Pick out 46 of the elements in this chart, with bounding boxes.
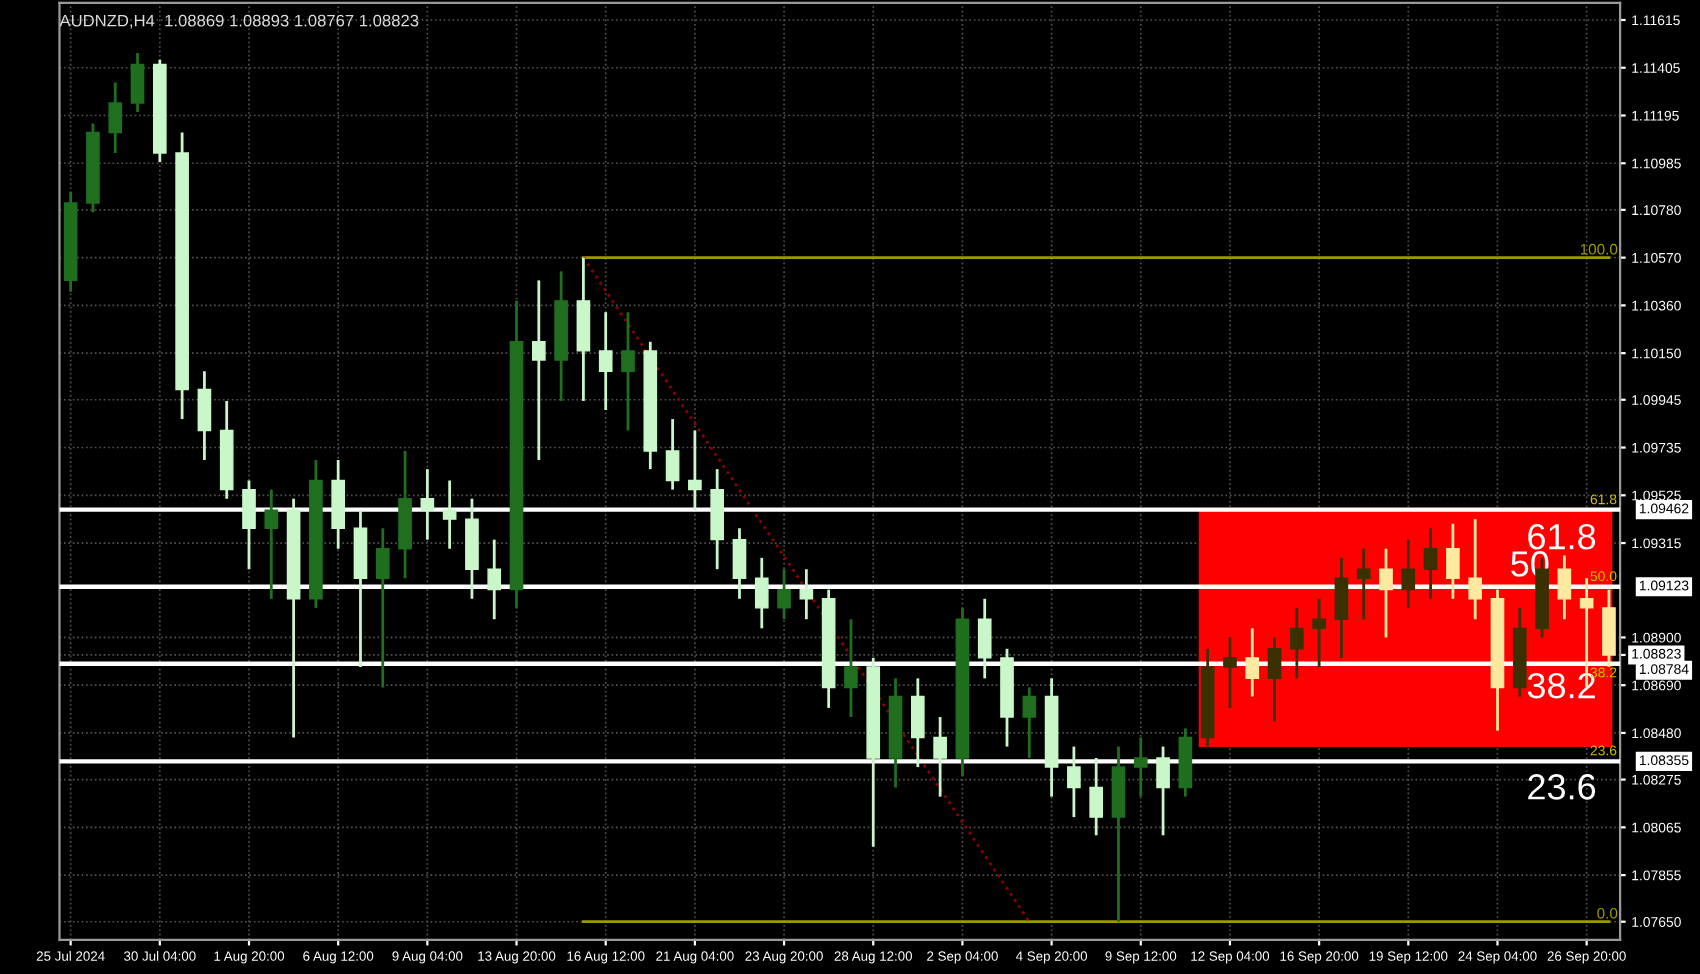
candlestick	[598, 310, 613, 412]
annotation: 61.8	[1528, 523, 1596, 550]
candlestick	[621, 310, 635, 432]
candlestick	[665, 417, 680, 491]
text: AUDNZD,H4 1.08869 1.08893 1.08767 1.08823	[59, 14, 419, 29]
candlestick	[197, 369, 212, 462]
candlestick	[532, 278, 546, 462]
candlestick	[420, 467, 435, 542]
candlestick	[1401, 538, 1416, 610]
candlestick	[442, 479, 457, 551]
candlestick	[1156, 745, 1170, 837]
candlestick	[777, 567, 791, 621]
candlestick	[1223, 636, 1237, 710]
candlestick	[331, 458, 346, 551]
candlestick	[375, 526, 390, 689]
candlestick	[264, 488, 279, 601]
candlestick	[1379, 547, 1393, 639]
candlestick	[1312, 597, 1326, 669]
candlestick	[1446, 522, 1460, 601]
candlestick	[1468, 517, 1483, 621]
candlestick	[487, 538, 502, 621]
candlestick	[911, 676, 925, 769]
candlestick	[1133, 736, 1148, 799]
candlestick	[130, 51, 145, 114]
candlestick	[1067, 745, 1081, 819]
candlestick	[799, 567, 814, 621]
candlestick	[1423, 526, 1438, 601]
candlestick	[1356, 547, 1371, 621]
candlestick	[1290, 606, 1304, 680]
candlestick	[1022, 686, 1037, 760]
candlestick	[732, 526, 747, 601]
annotation: 23.6	[1528, 774, 1596, 800]
candlestick	[1602, 588, 1616, 669]
candlestick	[977, 597, 992, 680]
candlestick	[1557, 554, 1572, 621]
candlestick	[108, 81, 123, 155]
candlestick	[1089, 756, 1104, 837]
candlestick	[1267, 636, 1282, 723]
candlestick	[754, 556, 769, 630]
candlestick	[933, 715, 947, 799]
annotation: 38.2	[1527, 672, 1595, 699]
candlestick	[242, 479, 256, 571]
candlestick	[688, 429, 702, 512]
candlestick	[1245, 626, 1260, 698]
candlestick	[844, 617, 858, 719]
candlestick	[1334, 556, 1349, 660]
